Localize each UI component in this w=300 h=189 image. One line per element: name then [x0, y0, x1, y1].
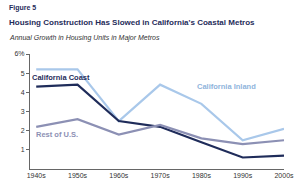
svg-text:5: 5 — [21, 70, 25, 77]
svg-text:3: 3 — [21, 108, 25, 115]
svg-text:6%: 6% — [14, 50, 24, 57]
svg-text:Annual Growth in Housing Units: Annual Growth in Housing Units in Major … — [9, 34, 160, 42]
svg-text:1980s: 1980s — [192, 172, 212, 179]
svg-text:1990s: 1990s — [233, 172, 253, 179]
svg-text:4: 4 — [21, 89, 25, 96]
svg-text:1940s: 1940s — [27, 172, 47, 179]
svg-text:1: 1 — [21, 146, 25, 153]
svg-text:2000s: 2000s — [274, 172, 294, 179]
svg-text:California Inland: California Inland — [197, 82, 256, 91]
svg-text:2: 2 — [21, 127, 25, 134]
svg-text:Rest of U.S.: Rest of U.S. — [36, 130, 78, 139]
svg-text:Figure 5: Figure 5 — [9, 4, 36, 12]
svg-text:1970s: 1970s — [151, 172, 171, 179]
svg-text:California Coast: California Coast — [32, 73, 90, 82]
svg-text:1960s: 1960s — [109, 172, 129, 179]
svg-text:1950s: 1950s — [68, 172, 88, 179]
svg-text:Housing Construction Has Slowe: Housing Construction Has Slowed in Calif… — [9, 18, 255, 27]
